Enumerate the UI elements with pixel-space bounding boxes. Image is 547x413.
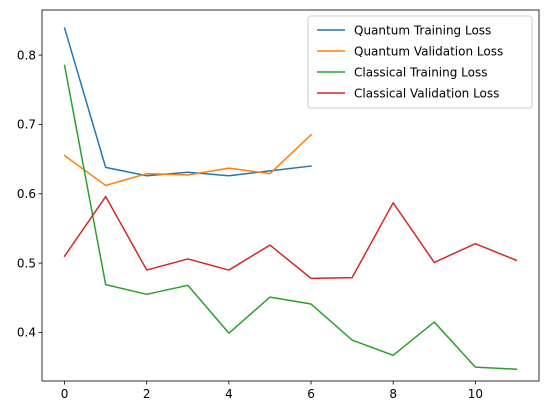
- axes-layer: 0 2 4 6 8 10 0.4 0.5 0.6 0.7 0.8: [17, 9, 540, 401]
- legend-label-1: Quantum Validation Loss: [354, 44, 503, 58]
- legend-label-2: Classical Training Loss: [354, 65, 488, 79]
- series-line-3: [63, 195, 518, 280]
- y-tick-label-4: 0.8: [17, 48, 36, 62]
- x-tick-label-4: 8: [389, 387, 397, 401]
- legend-label-3: Classical Validation Loss: [354, 86, 499, 100]
- x-tick-label-5: 10: [468, 387, 483, 401]
- series-layer: [63, 27, 518, 370]
- y-tick-label-2: 0.6: [17, 187, 36, 201]
- y-tick-label-0: 0.4: [17, 326, 36, 340]
- y-tick-label-1: 0.5: [17, 256, 36, 270]
- x-tick-label-3: 6: [307, 387, 315, 401]
- series-line-2: [63, 64, 518, 370]
- axes-frame: [41, 9, 540, 382]
- legend: Quantum Training Loss Quantum Validation …: [307, 15, 533, 109]
- x-tick-label-1: 2: [143, 387, 151, 401]
- x-tick-label-0: 0: [61, 387, 69, 401]
- y-tick-label-3: 0.7: [17, 118, 36, 132]
- legend-box: [307, 15, 533, 109]
- series-line-1: [63, 133, 313, 187]
- x-tick-label-2: 4: [225, 387, 233, 401]
- legend-label-0: Quantum Training Loss: [354, 23, 491, 37]
- series-line-0: [63, 27, 312, 177]
